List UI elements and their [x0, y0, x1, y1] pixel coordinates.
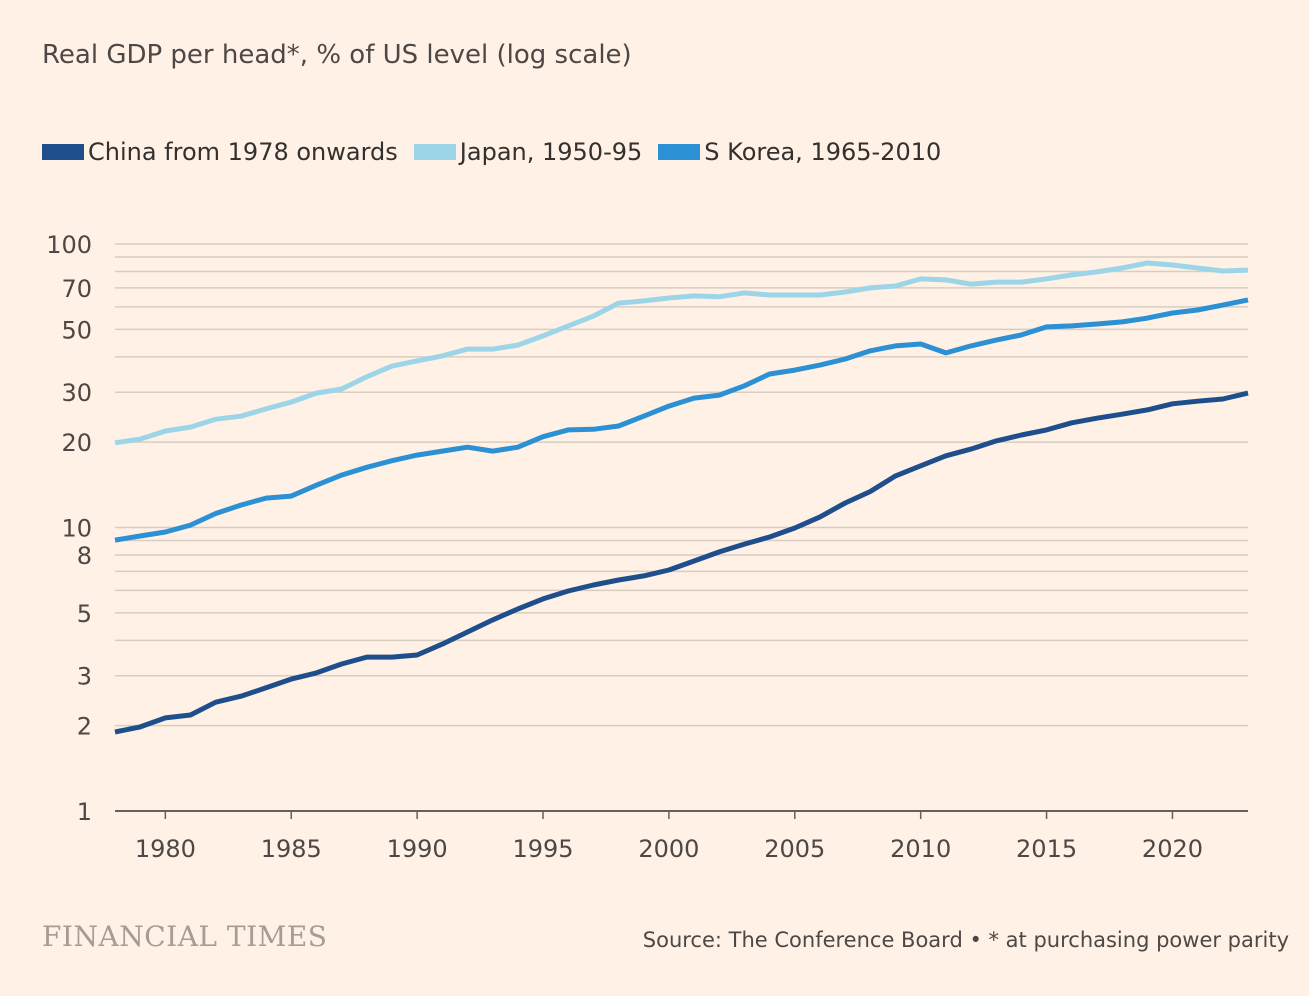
x-tick-label: 2010: [890, 835, 951, 863]
legend-swatch-china: [42, 144, 84, 160]
legend-label-japan: Japan, 1950-95: [459, 138, 643, 166]
chart-title: Real GDP per head*, % of US level (log s…: [42, 40, 632, 70]
series-line-korea: [114, 297, 1249, 543]
x-tick-label: 1990: [387, 835, 448, 863]
source-note: Source: The Conference Board • * at purc…: [642, 928, 1289, 952]
legend-label-korea: S Korea, 1965-2010: [704, 138, 942, 166]
x-tick-label: 2020: [1142, 835, 1203, 863]
legend-item-japan: Japan, 1950-95: [413, 138, 643, 166]
y-tick-label: 70: [61, 275, 92, 303]
y-tick-label: 8: [77, 542, 92, 570]
legend-swatch-japan: [413, 144, 456, 160]
y-tick-label: 50: [61, 316, 92, 344]
x-tick-label: 1995: [512, 835, 573, 863]
legend: China from 1978 onwards Japan, 1950-95 S…: [42, 138, 941, 166]
legend-item-korea: S Korea, 1965-2010: [658, 138, 941, 166]
x-tick-label: 1985: [261, 835, 322, 863]
legend-item-china: China from 1978 onwards: [42, 138, 398, 166]
y-tick-label: 20: [61, 429, 92, 457]
y-tick-label: 1: [77, 798, 92, 826]
y-tick-label: 10: [61, 515, 92, 543]
y-tick-label: 100: [46, 231, 92, 259]
legend-swatch-korea: [658, 144, 701, 160]
series-line-japan: [114, 260, 1249, 446]
series-line-china: [114, 390, 1249, 735]
y-tick-label: 2: [77, 713, 92, 741]
x-tick-label: 2005: [764, 835, 825, 863]
ft-logo: FINANCIAL TIMES: [42, 920, 328, 953]
y-tick-label: 30: [61, 379, 92, 407]
x-tick-label: 1980: [135, 835, 196, 863]
x-tick-label: 2015: [1016, 835, 1077, 863]
y-tick-label: 5: [77, 600, 92, 628]
legend-label-china: China from 1978 onwards: [88, 138, 398, 166]
x-tick-label: 2000: [638, 835, 699, 863]
y-tick-label: 3: [77, 663, 92, 691]
